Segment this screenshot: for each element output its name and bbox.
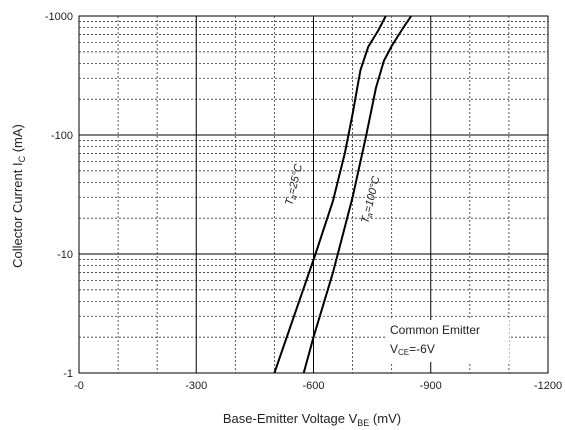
y-tick-label: -100: [51, 130, 73, 142]
y-tick-labels: -1 -10 -100 -1000: [45, 11, 73, 380]
curve-label-100c-sub: a: [365, 211, 375, 218]
y-tick-label: -10: [57, 249, 73, 261]
x-axis-title-sub: BE: [357, 418, 369, 428]
curve-100c: [302, 15, 413, 374]
annotation-common-emitter: Common Emitter VCE=-6V: [385, 320, 509, 362]
x-tick-label: -600: [302, 380, 324, 392]
minor-grid: [79, 16, 548, 373]
x-axis-title: Base-Emitter Voltage VBE (mV): [223, 411, 401, 428]
annotation-line2-sub: CE: [398, 348, 409, 357]
y-axis-title-main: Collector Current I: [10, 162, 25, 267]
x-tick-label: -300: [185, 380, 207, 392]
x-axis-title-main: Base-Emitter Voltage V: [223, 411, 358, 426]
annotation-line1: Common Emitter: [390, 323, 480, 337]
y-tick-label: -1000: [45, 11, 73, 23]
x-tick-label: -0: [74, 380, 84, 392]
major-grid: [79, 16, 548, 373]
plot-area: [78, 15, 549, 374]
y-tick-label: -1: [63, 368, 73, 380]
y-axis-title: Collector Current IC (mA): [10, 124, 27, 268]
y-axis-title-unit: (mA): [10, 124, 25, 156]
annotation-line2-post: =-6V: [409, 342, 435, 356]
curve-label-100c-pre: T: [359, 214, 373, 225]
curve-label-25c-pre: T: [283, 196, 297, 207]
x-tick-label: -900: [420, 380, 442, 392]
x-axis-title-unit: (mV): [369, 411, 401, 426]
curves: [273, 15, 413, 374]
y-axis-title-sub: C: [17, 155, 27, 162]
x-tick-label: -1200: [534, 380, 562, 392]
annotation-line2-pre: V: [390, 342, 398, 356]
annotation-line2: VCE=-6V: [390, 342, 435, 357]
curve-label-25c-sub: a: [289, 193, 299, 200]
x-tick-labels: -0 -300 -600 -900 -1200: [74, 380, 562, 392]
annotation-background: [385, 320, 509, 362]
curve-25c: [273, 15, 387, 374]
